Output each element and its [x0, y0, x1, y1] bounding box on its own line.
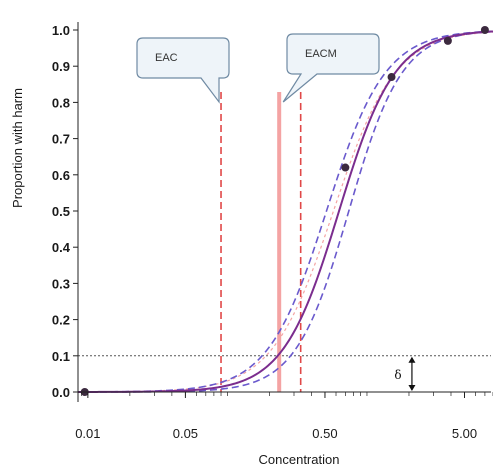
y-tick-label: 0.5 [52, 204, 70, 219]
data-point [387, 73, 396, 82]
x-axis-title: Concentration [259, 452, 340, 467]
y-tick-label: 1.0 [52, 23, 70, 38]
callouts-layer: EAC EACM [136, 33, 380, 104]
data-point [480, 26, 489, 34]
y-tick-label: 0.7 [52, 132, 70, 147]
y-tick-label: 0.1 [52, 349, 70, 364]
points-layer [80, 26, 489, 396]
x-tick-label: 5.00 [452, 426, 477, 441]
callout-bubble [136, 37, 230, 104]
y-tick-label: 0.0 [52, 385, 70, 400]
x-tick-label: 0.50 [312, 426, 337, 441]
callout-label: EAC [155, 52, 178, 64]
x-tick-label: 0.05 [173, 426, 198, 441]
curve-alternative-fit [78, 31, 493, 393]
data-point [341, 163, 350, 172]
vertical-lines-layer [220, 92, 302, 392]
delta-arrow-head-bottom [408, 385, 416, 391]
y-axis-title: Proportion with harm [10, 88, 25, 208]
data-point [443, 36, 452, 45]
callout-label: EACM [305, 48, 337, 60]
callout-bubble [282, 33, 380, 103]
y-tick-label: 0.3 [52, 276, 70, 291]
y-tick-label: 0.4 [52, 240, 71, 255]
y-tick-label: 0.2 [52, 313, 70, 328]
callout-eacm: EACM [282, 33, 380, 103]
curves-layer [78, 30, 493, 393]
callout-eac: EAC [136, 37, 230, 104]
y-tick-label: 0.8 [52, 95, 70, 110]
curve-confidence-upper [78, 30, 493, 393]
curve-fit [78, 30, 493, 393]
y-tick-label: 0.9 [52, 59, 70, 74]
curve-confidence-lower [78, 30, 493, 393]
delta-arrow-head-top [408, 356, 416, 363]
x-tick-label: 0.01 [75, 426, 100, 441]
y-tick-label: 0.6 [52, 168, 70, 183]
tick-labels-layer: 0.0 0.1 0.2 0.3 0.4 0.5 0.6 0.7 0.8 0.9 1.0 0.01 0.0… [52, 23, 477, 441]
annotation-layer: δ [394, 356, 416, 391]
axes-layer [73, 22, 493, 402]
delta-label: δ [394, 368, 401, 382]
